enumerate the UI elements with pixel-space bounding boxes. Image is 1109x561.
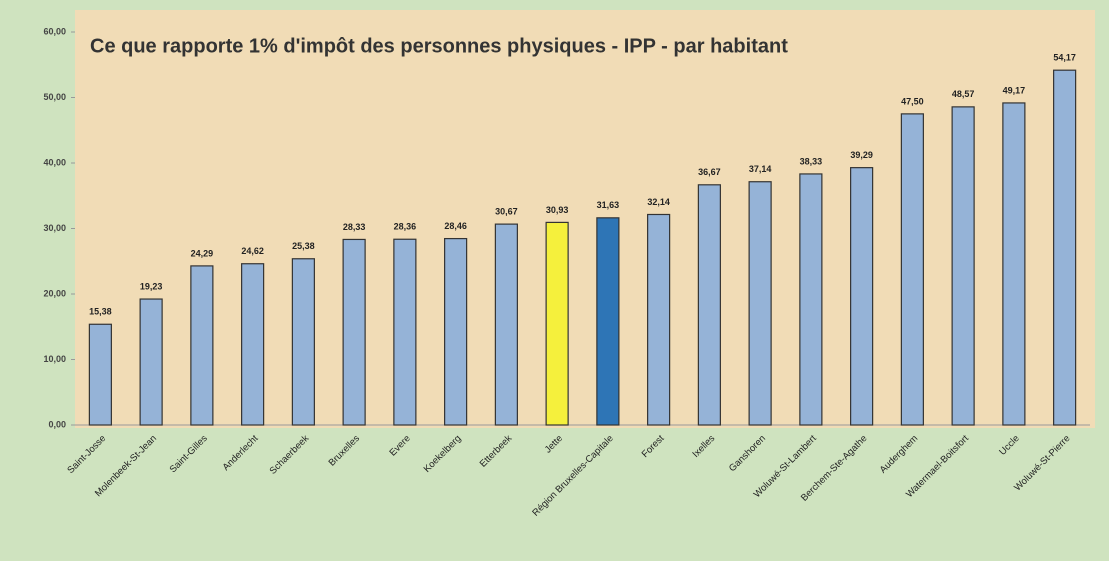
data-label: 36,67 [698, 167, 721, 177]
bar [88, 323, 112, 426]
bar [647, 213, 671, 426]
y-tick-label: 10,00 [43, 354, 66, 364]
bar [799, 173, 823, 426]
data-label: 49,17 [1003, 85, 1026, 95]
y-tick-label: 50,00 [43, 92, 66, 102]
bar [951, 106, 975, 426]
data-label: 38,33 [800, 156, 823, 166]
bar [900, 113, 924, 426]
bar [444, 237, 468, 426]
bar [393, 238, 417, 426]
bar [139, 298, 163, 426]
data-label: 48,57 [952, 89, 975, 99]
data-label: 24,62 [241, 246, 264, 256]
bar [545, 221, 569, 426]
data-label: 37,14 [749, 164, 772, 174]
y-tick-label: 30,00 [43, 223, 66, 233]
data-label: 15,38 [89, 307, 112, 317]
y-tick-label: 60,00 [43, 26, 66, 36]
bar [1053, 69, 1077, 426]
y-tick-label: 40,00 [43, 157, 66, 167]
bar [241, 263, 265, 426]
bar [342, 238, 366, 426]
y-tick-label: 0,00 [48, 419, 66, 429]
data-label: 47,50 [901, 96, 924, 106]
bar [494, 223, 518, 426]
bar [596, 217, 620, 426]
data-label: 30,93 [546, 205, 569, 215]
bar [1002, 102, 1026, 426]
data-label: 31,63 [597, 200, 620, 210]
bar [291, 258, 315, 426]
data-label: 28,46 [444, 221, 467, 231]
data-label: 54,17 [1053, 53, 1076, 63]
data-label: 28,36 [394, 222, 417, 232]
bar [697, 184, 721, 426]
data-label: 32,14 [647, 197, 670, 207]
data-label: 39,29 [850, 150, 873, 160]
y-tick-label: 20,00 [43, 288, 66, 298]
plot-area [75, 10, 1095, 428]
chart-title: Ce que rapporte 1% d'impôt des personnes… [90, 35, 788, 57]
bar [850, 167, 874, 426]
data-label: 19,23 [140, 281, 163, 291]
data-label: 25,38 [292, 241, 315, 251]
data-label: 28,33 [343, 222, 366, 232]
data-label: 30,67 [495, 206, 518, 216]
bar [748, 181, 772, 426]
bar [190, 265, 214, 426]
data-label: 24,29 [191, 248, 214, 258]
